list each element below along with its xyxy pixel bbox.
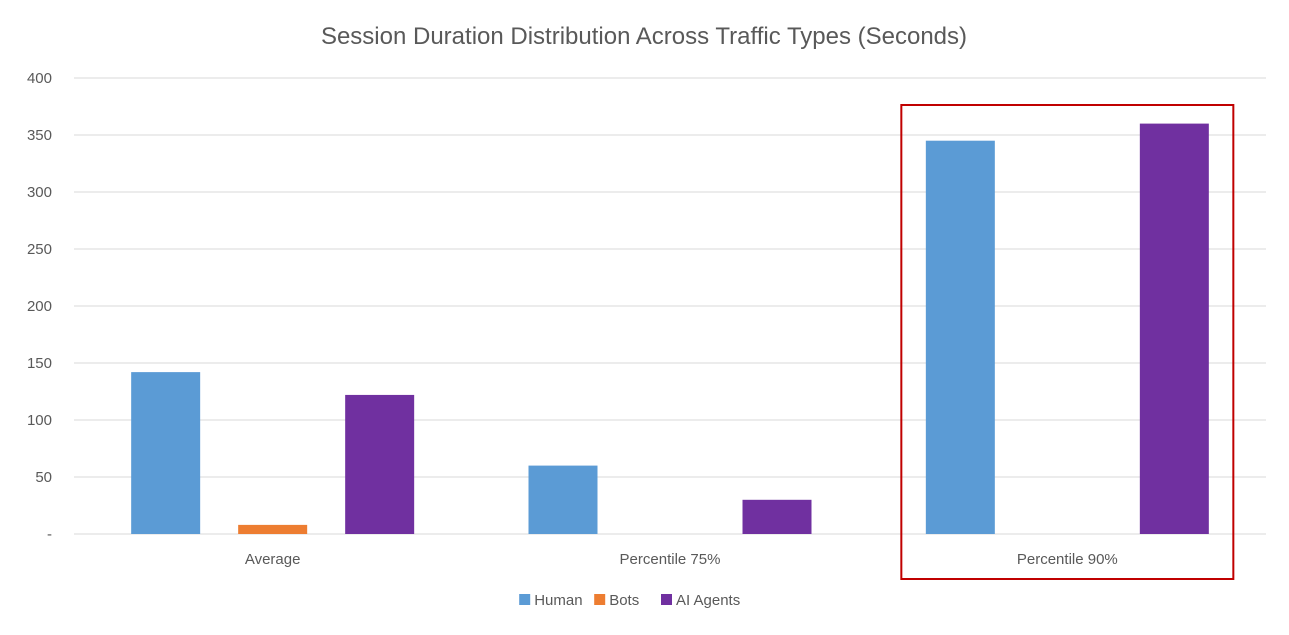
x-category-label: Percentile 75%	[620, 551, 721, 568]
y-tick-label: 150	[27, 355, 52, 372]
legend: Human Bots AI Agents	[519, 592, 740, 609]
gridlines	[74, 77, 1266, 535]
legend-label: AI Agents	[676, 592, 740, 609]
x-axis-categories: Average Percentile 75% Percentile 90%	[245, 551, 1118, 568]
bar-human	[925, 140, 995, 534]
bar-ai-agents	[1139, 123, 1209, 534]
y-tick-label: 300	[27, 184, 52, 201]
bar-human	[131, 372, 201, 534]
bar-bots	[238, 524, 308, 534]
legend-swatch	[594, 594, 606, 605]
x-category-label: Average	[245, 551, 301, 568]
y-axis-ticks: - 50 100 150 200 250 300 350 400	[27, 70, 52, 543]
legend-swatch	[519, 594, 531, 605]
y-tick-label: 200	[27, 298, 52, 315]
bar-human	[528, 465, 598, 534]
legend-label: Human	[534, 592, 582, 609]
bars	[131, 123, 1209, 534]
bar-ai-agents	[345, 394, 415, 534]
bar-ai-agents	[742, 499, 812, 534]
y-tick-label: 400	[27, 70, 52, 87]
legend-label: Bots	[609, 592, 639, 609]
highlight-box	[900, 104, 1235, 580]
y-tick-label: 350	[27, 127, 52, 144]
highlight-layer	[900, 104, 1235, 580]
chart-title: Session Duration Distribution Across Tra…	[321, 23, 967, 50]
legend-swatch	[661, 594, 672, 605]
y-tick-label: 50	[35, 469, 52, 486]
x-category-label: Percentile 90%	[1017, 551, 1118, 568]
y-tick-label: 250	[27, 241, 52, 258]
y-tick-label: 100	[27, 412, 52, 429]
y-tick-label: -	[47, 526, 52, 543]
